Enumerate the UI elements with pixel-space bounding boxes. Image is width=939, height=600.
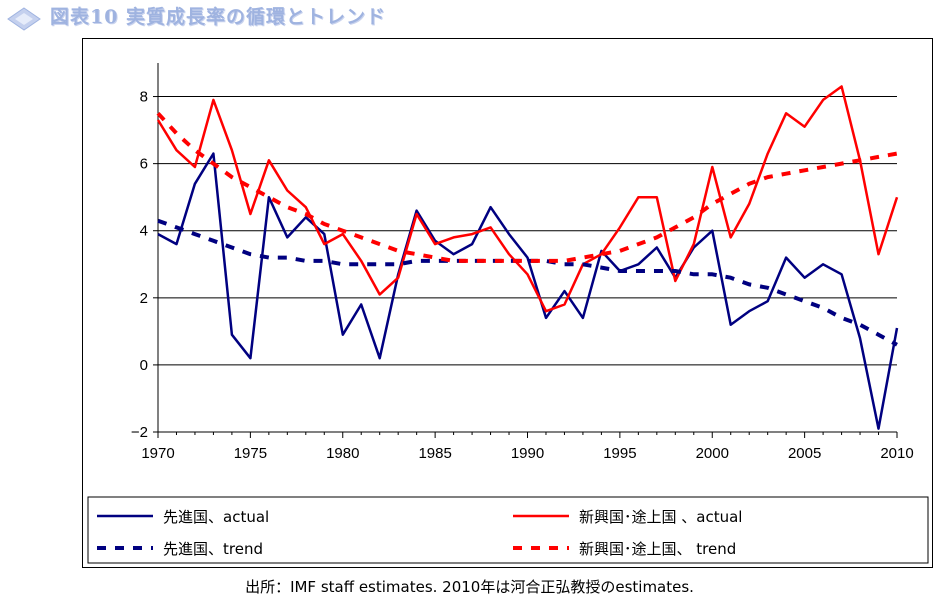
series-line-1: [157, 152, 899, 430]
source-note: 出所：IMF staff estimates. 2010年は河合正弘教授のest…: [245, 578, 694, 596]
y-tick-label: −2: [131, 424, 148, 441]
x-tick-label: 1985: [418, 445, 451, 462]
series-line-2: [156, 85, 899, 313]
grid-layer: [158, 96, 897, 433]
series-layer: [156, 85, 899, 430]
y-tick-label: 2: [140, 290, 148, 307]
y-tick-label: 0: [140, 357, 148, 374]
x-tick-label: 1995: [603, 445, 636, 462]
series-line-3: [157, 218, 898, 347]
title-bar: 図表10 実質成長率の循環とトレンド: [0, 0, 939, 36]
legend-label-2: 新興国･途上国 、actual: [579, 508, 742, 526]
legend-label-4: 新興国･途上国、 trend: [579, 540, 736, 558]
x-tick-label: 2000: [696, 445, 729, 462]
legend-box: [87, 496, 929, 564]
y-tick-label: 6: [140, 156, 148, 173]
y-tick-label: 4: [140, 223, 148, 240]
series-line-4: [156, 111, 898, 263]
diamond-bullet-icon: [7, 7, 41, 31]
y-tick-label: 8: [140, 89, 148, 106]
page-title: 図表10 実質成長率の循環とトレンド: [50, 6, 387, 28]
x-tick-label: 1970: [141, 445, 174, 462]
x-tick-label: 1990: [511, 445, 544, 462]
legend: 先進国、actual 新興国･途上国 、actual 先進国、trend 新興国･途上…: [87, 496, 929, 564]
legend-label-1: 先進国、actual: [163, 508, 269, 526]
legend-label-3: 先進国、trend: [163, 540, 263, 558]
axis-layer: −2 0 2 4 6 8 1970 1975 1980 1985 1990 1995 2000 2005 2…: [131, 63, 914, 462]
x-tick-label: 2005: [788, 445, 821, 462]
x-tick-label: 1980: [326, 445, 359, 462]
x-tick-label: 2010: [880, 445, 913, 462]
x-tick-label: 1975: [234, 445, 267, 462]
